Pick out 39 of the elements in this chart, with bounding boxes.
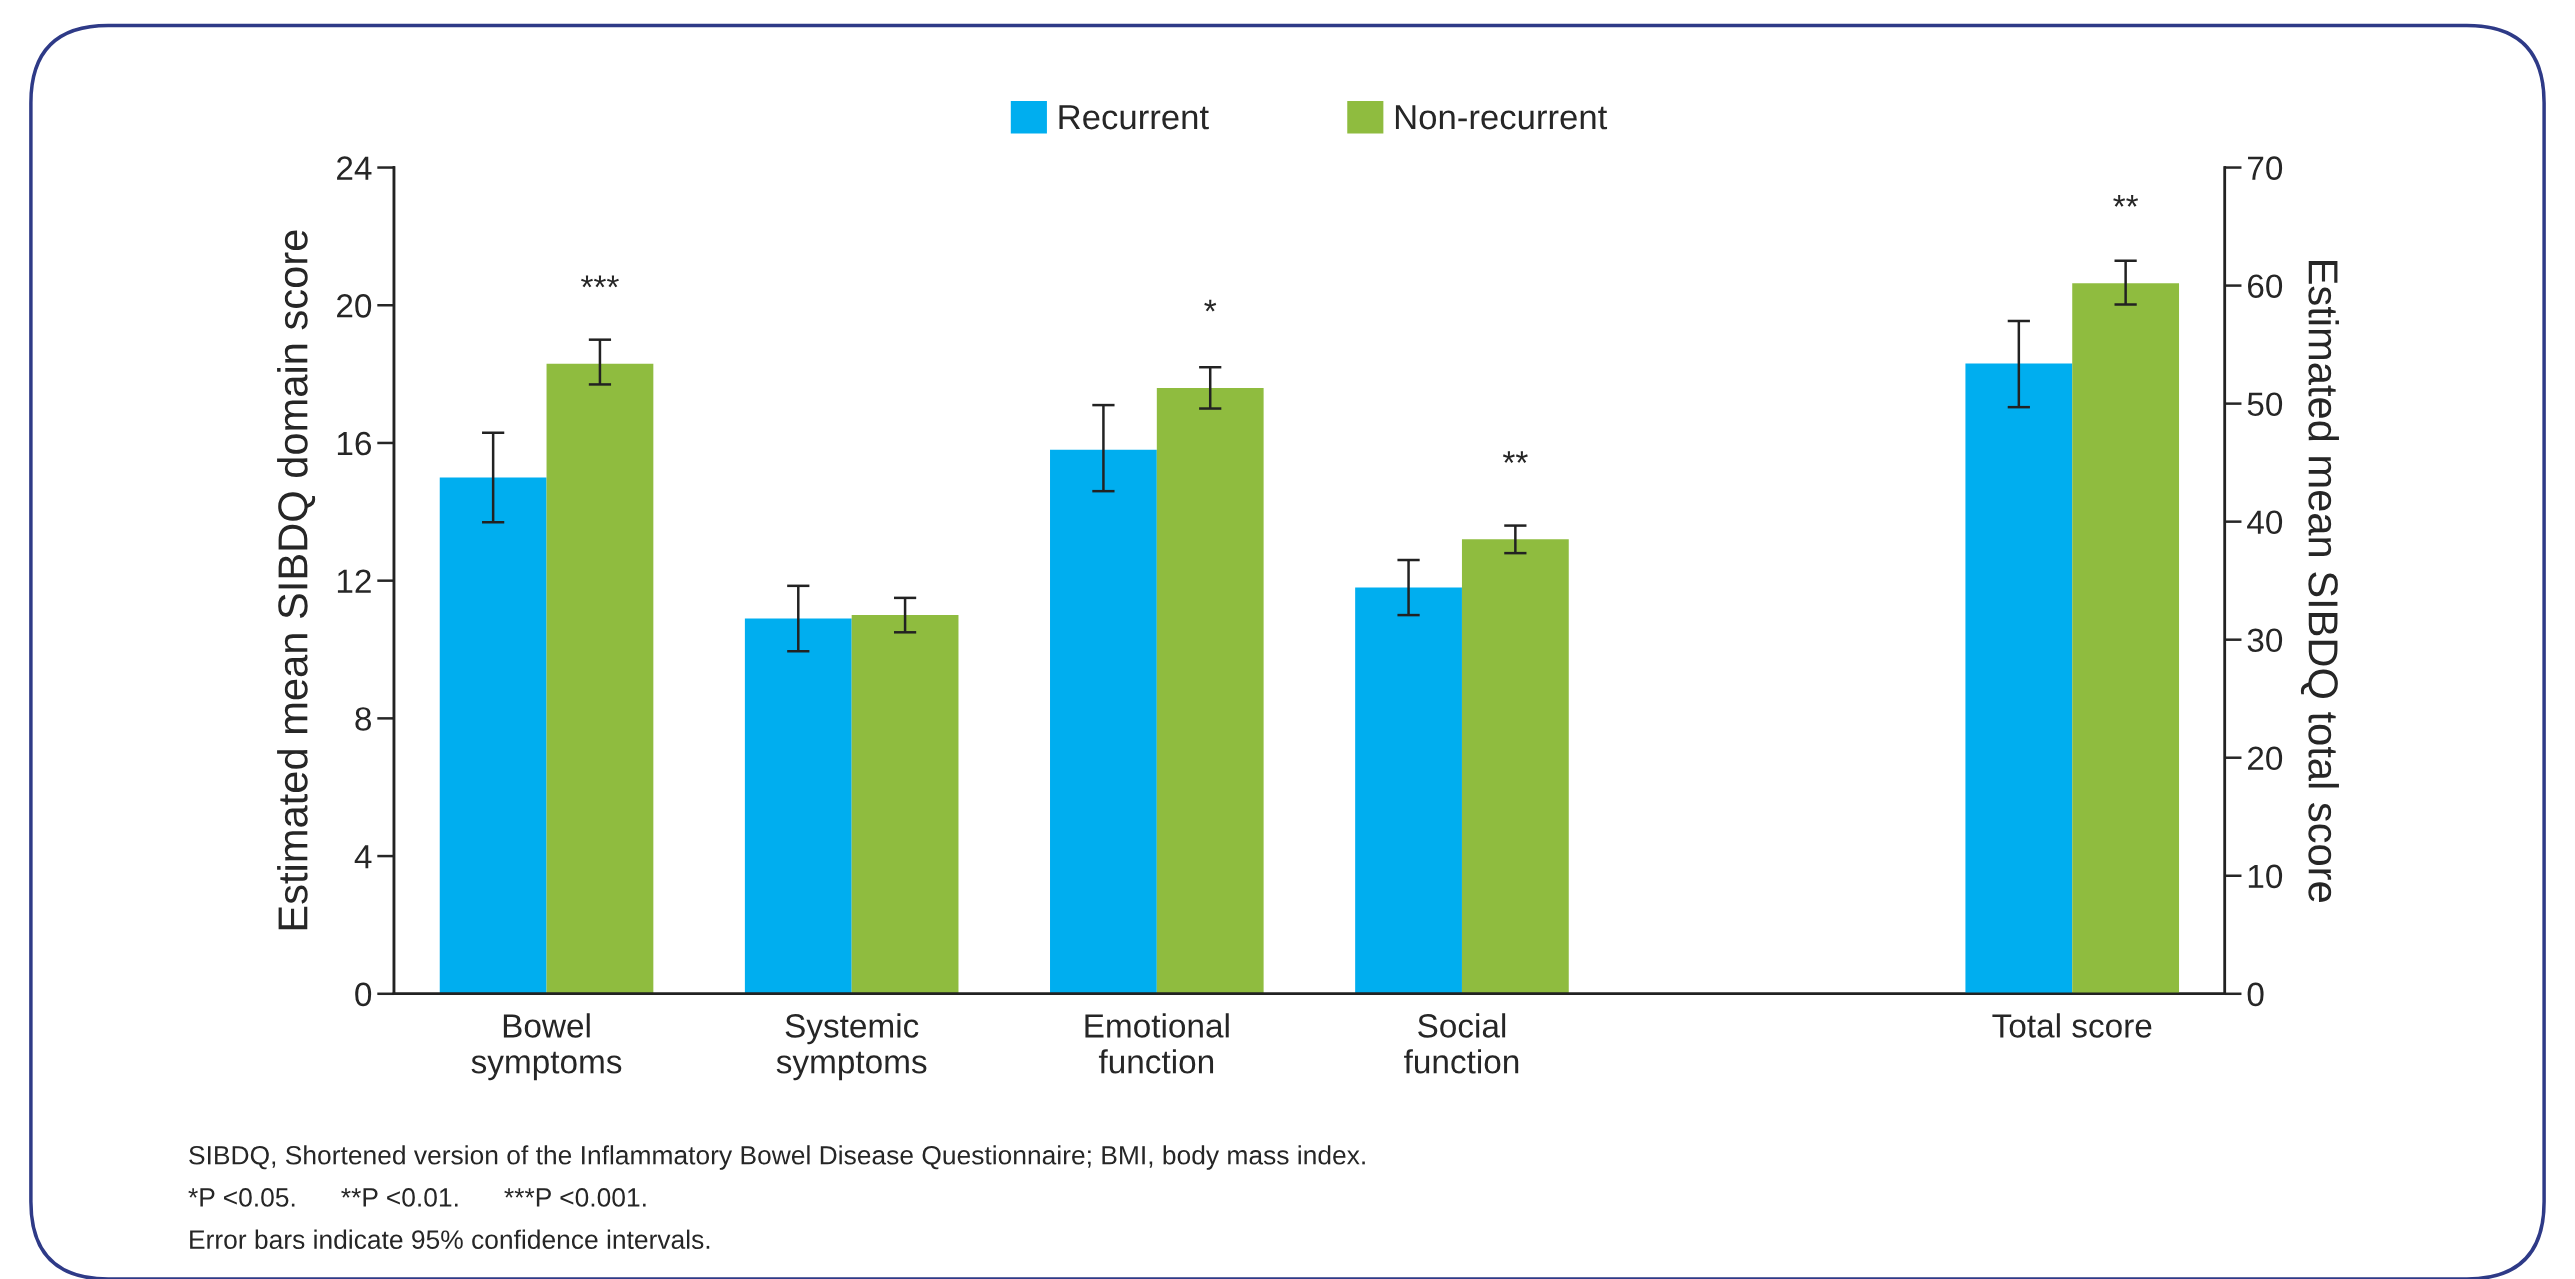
y-tick-label: 0 [355,982,372,1007]
text: *P <0.05. **P <0.01. ***P <0.001. [188,1188,646,1207]
bar [1355,587,1462,994]
y2-tick-label: 70 [2248,156,2283,180]
y-tick-label: 12 [337,569,371,593]
y2-tick-label: 50 [2247,392,2283,417]
bar [546,363,654,994]
annotation: ** [1502,451,1528,463]
y2-tick-label: 30 [2247,628,2283,653]
bar [744,618,852,994]
y-tick-label: 24 [337,156,372,180]
y2-tick-label: 10 [2248,864,2283,889]
x-tick-label: Bowel symptoms [471,1013,622,1081]
x-tick-label: Emotional function [1085,1013,1229,1074]
annotation: ** [2113,195,2139,207]
y2-tick-label: 60 [2248,274,2283,298]
y-tick-label: 16 [337,431,371,456]
x-tick-label: Social function [1404,1013,1519,1074]
y2-tick-label: 20 [2248,746,2283,771]
bar [1461,539,1569,994]
legend-label: Non-recurrent [1395,105,1608,130]
text: Error bars indicate 95% confidence intervals. [190,1229,710,1249]
bar [1156,387,1264,994]
annotation: *** [581,275,619,288]
y-tick-label: 8 [355,707,371,731]
y2-axis-title: Estimated mean SIBDQ total score [2300,261,2339,902]
legend-label: Recurrent [1059,105,1209,130]
x-tick-label: Systemic symptoms [776,1013,927,1081]
y-tick-label: 4 [354,845,372,869]
text: SIBDQ, Shortened version of the Inflammatory Bowel Disease Questionnaire; BMI, body mass index. [189,1145,1365,1170]
annotation: * [1204,299,1217,312]
x-tick-label: Total score [1992,1013,2152,1038]
y2-tick-label: 40 [2247,510,2283,535]
bar [851,615,959,994]
y-axis-title: Estimated mean SIBDQ domain score [277,230,316,930]
bar [1050,449,1157,994]
bar [439,477,547,994]
y2-tick-label: 0 [2247,982,2264,1007]
y-tick-label: 20 [337,294,372,318]
